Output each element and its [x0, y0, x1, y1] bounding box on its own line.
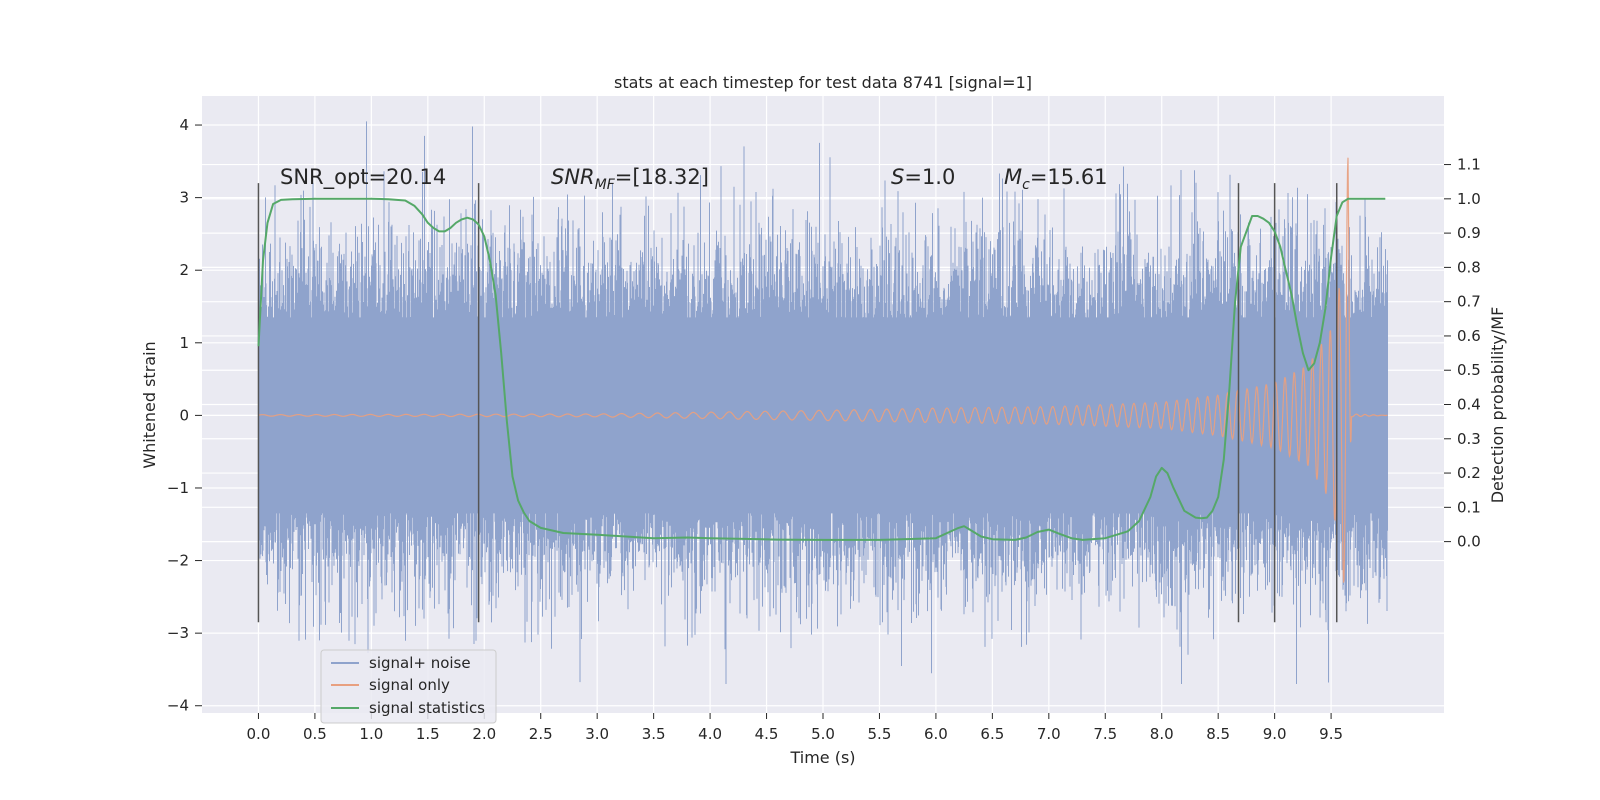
x-tick-label-12: 6.0 — [924, 725, 948, 743]
annotation-s-value: =1.0 — [904, 165, 955, 189]
x-tick-label-11: 5.5 — [868, 725, 892, 743]
annotation-mc-value: =15.61 — [1030, 165, 1108, 189]
x-tick-label-2: 1.0 — [359, 725, 383, 743]
y2-tick-label-1: 1.0 — [1457, 190, 1481, 208]
annotation-mc-sub: c — [1022, 177, 1030, 193]
y-axis-label: Whitened strain — [140, 341, 159, 468]
annotation-mc-base: M — [1004, 165, 1022, 189]
y-tick-label-0: 4 — [179, 116, 189, 134]
y2-tick-label-2: 0.9 — [1457, 224, 1481, 242]
y2-axis-ticks: 1.1 1.0 0.9 0.8 0.7 0.6 0.5 0.4 0.3 0.2 0.1 0.0 — [1444, 156, 1481, 551]
y-tick-label-5: −1 — [167, 479, 189, 497]
x-tick-label-5: 2.5 — [529, 725, 553, 743]
legend-label-signal-statistics: signal statistics — [369, 699, 485, 717]
x-tick-label-8: 4.0 — [698, 725, 722, 743]
x-tick-label-3: 1.5 — [416, 725, 440, 743]
annotation-snr-mf-base: SNR — [551, 165, 595, 189]
x-tick-label-16: 8.0 — [1150, 725, 1174, 743]
legend: signal+ noise signal only signal statist… — [320, 649, 497, 724]
annotation-mc: Mc=15.61 — [1004, 165, 1108, 193]
x-tick-label-17: 8.5 — [1206, 725, 1230, 743]
annotation-snr-mf: SNRMF=[18.32] — [551, 165, 709, 193]
x-axis-ticks: 0.0 0.5 1.0 1.5 2.0 2.5 3.0 3.5 4.0 4.5 5.0 5.5 6.0 6… — [247, 713, 1343, 743]
x-tick-label-13: 6.5 — [980, 725, 1004, 743]
y2-tick-label-3: 0.8 — [1457, 258, 1481, 276]
y-tick-label-1: 3 — [179, 189, 189, 207]
x-tick-label-9: 4.5 — [755, 725, 779, 743]
signal-statistics-series — [257, 197, 1386, 541]
x-tick-label-4: 2.0 — [472, 725, 496, 743]
y-tick-label-8: −4 — [167, 697, 189, 715]
y2-tick-label-9: 0.2 — [1457, 464, 1481, 482]
y-tick-label-6: −2 — [167, 552, 189, 570]
x-axis-label: Time (s) — [789, 748, 855, 767]
y2-axis-label: Detection probability/MF — [1488, 307, 1507, 504]
signal-statistics-line — [257, 197, 1386, 541]
legend-label-signal-only: signal only — [369, 676, 450, 694]
y2-tick-label-5: 0.6 — [1457, 327, 1481, 345]
chart-title: stats at each timestep for test data 874… — [614, 73, 1032, 92]
signal-only-series — [258, 157, 1388, 583]
x-tick-label-1: 0.5 — [303, 725, 327, 743]
x-tick-label-7: 3.5 — [642, 725, 666, 743]
x-tick-label-6: 3.0 — [585, 725, 609, 743]
x-tick-label-0: 0.0 — [247, 725, 271, 743]
y-tick-label-3: 1 — [179, 334, 189, 352]
x-tick-label-18: 9.0 — [1263, 725, 1287, 743]
annotation-s: S=1.0 — [891, 165, 955, 189]
y2-tick-label-6: 0.5 — [1457, 361, 1481, 379]
legend-label-signal-noise: signal+ noise — [369, 654, 471, 672]
x-tick-label-14: 7.0 — [1037, 725, 1061, 743]
y2-tick-label-4: 0.7 — [1457, 293, 1481, 311]
y2-tick-label-10: 0.1 — [1457, 498, 1481, 516]
signal-only-trace — [258, 157, 1388, 583]
y-axis-ticks: 4 3 2 1 0 −1 −2 −3 −4 — [167, 116, 202, 715]
y-tick-label-4: 0 — [179, 406, 189, 424]
vertical-markers — [257, 183, 1338, 623]
x-tick-label-15: 7.5 — [1093, 725, 1117, 743]
y2-tick-label-7: 0.4 — [1457, 396, 1481, 414]
annotation-snr-mf-sub: MF — [595, 177, 616, 193]
x-tick-label-19: 9.5 — [1319, 725, 1343, 743]
annotation-snr-mf-value: =[18.32] — [615, 165, 709, 189]
y-tick-label-7: −3 — [167, 624, 189, 642]
annotation-s-base: S — [891, 165, 904, 189]
y2-tick-label-11: 0.0 — [1457, 533, 1481, 551]
x-tick-label-10: 5.0 — [811, 725, 835, 743]
y-tick-label-2: 2 — [179, 261, 189, 279]
annotation-snr-opt: SNR_opt=20.14 — [280, 165, 446, 190]
y2-tick-label-8: 0.3 — [1457, 430, 1481, 448]
legend-box — [320, 649, 497, 724]
y2-tick-label-0: 1.1 — [1457, 156, 1481, 174]
